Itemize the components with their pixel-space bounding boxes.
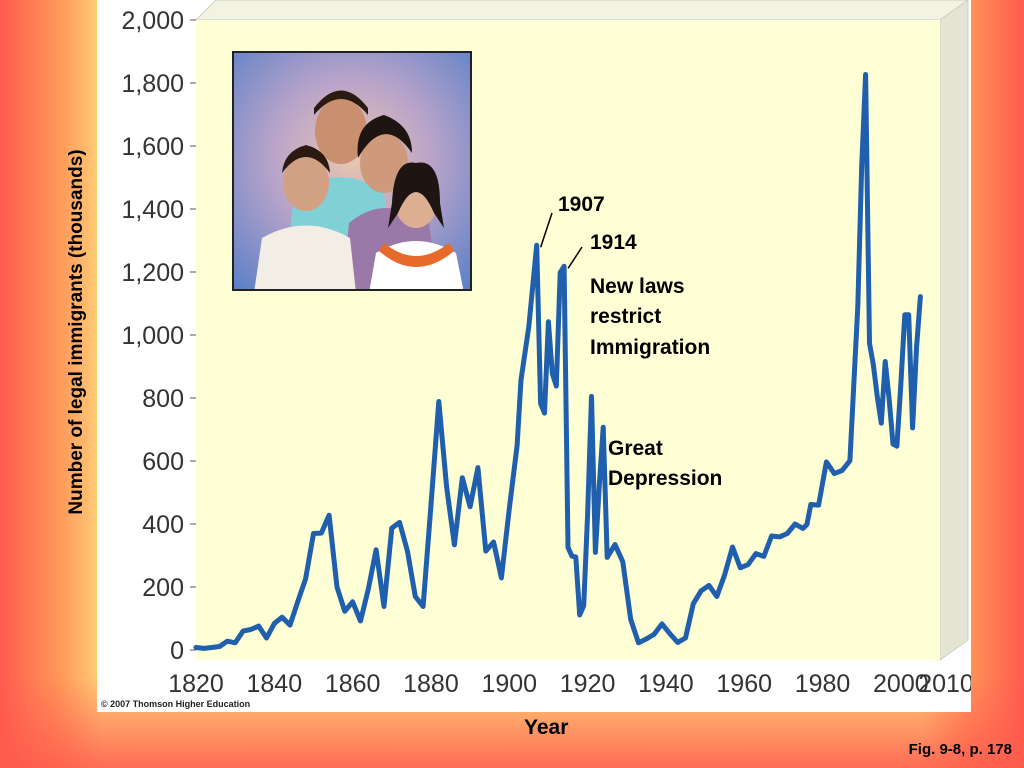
x-tick-label: 2000 (873, 670, 929, 698)
y-tick-label: 1,200 (121, 259, 184, 287)
x-tick-label: 2010 (918, 670, 971, 698)
x-tick-label: 1960 (716, 670, 772, 698)
y-tick-label: 600 (142, 448, 184, 476)
family-photo-icon (232, 51, 472, 291)
y-tick-label: 800 (142, 385, 184, 413)
y-tick-label: 400 (142, 511, 184, 539)
y-tick-label: 2,000 (121, 7, 184, 35)
plot-top-face (194, 0, 969, 21)
series-line-immigrants (193, 72, 923, 651)
annotation-great-depression-line2: Depression (608, 467, 723, 490)
x-tick-label: 1820 (168, 670, 224, 698)
chart-panel: 0 200 400 600 800 1,000 1,200 1,400 1,600 1,800 2,… (97, 0, 971, 712)
x-tick-label: 1940 (638, 670, 694, 698)
y-tick-label: 0 (170, 637, 184, 665)
family-photo-illustration (254, 90, 464, 289)
x-tick-label: 1920 (560, 670, 616, 698)
annotation-new-laws-line3: Immigration (590, 336, 711, 359)
annotation-1907: 1907 (558, 193, 605, 216)
chart-svg: 0 200 400 600 800 1,000 1,200 1,400 1,600 1,800 2,… (121, 0, 971, 698)
y-tick-label: 200 (142, 574, 184, 602)
x-tick-label: 1860 (325, 670, 381, 698)
x-tick-label: 1880 (403, 670, 459, 698)
annotation-new-laws-line1: New laws (590, 275, 685, 298)
y-tick-label: 1,400 (121, 196, 184, 224)
x-axis-label: Year (524, 716, 569, 739)
x-tick-label: 1900 (481, 670, 537, 698)
copyright-text: © 2007 Thomson Higher Education (101, 699, 251, 709)
plot-side-face (939, 0, 969, 661)
figure-reference: Fig. 9-8, p. 178 (908, 741, 1012, 758)
x-tick-label: 1840 (247, 670, 303, 698)
x-tick-label: 1980 (795, 670, 851, 698)
y-axis-label: Number of legal immigrants (thousands) (66, 149, 87, 515)
annotation-1914: 1914 (590, 231, 637, 254)
leader-line-1907 (539, 212, 553, 248)
annotation-great-depression-line1: Great (608, 437, 663, 460)
y-tick-label: 1,800 (121, 70, 184, 98)
leader-line-1914 (567, 246, 583, 269)
y-tick-label: 1,600 (121, 133, 184, 161)
y-tick-label: 1,000 (121, 322, 184, 350)
annotation-new-laws-line2: restrict (590, 305, 662, 328)
